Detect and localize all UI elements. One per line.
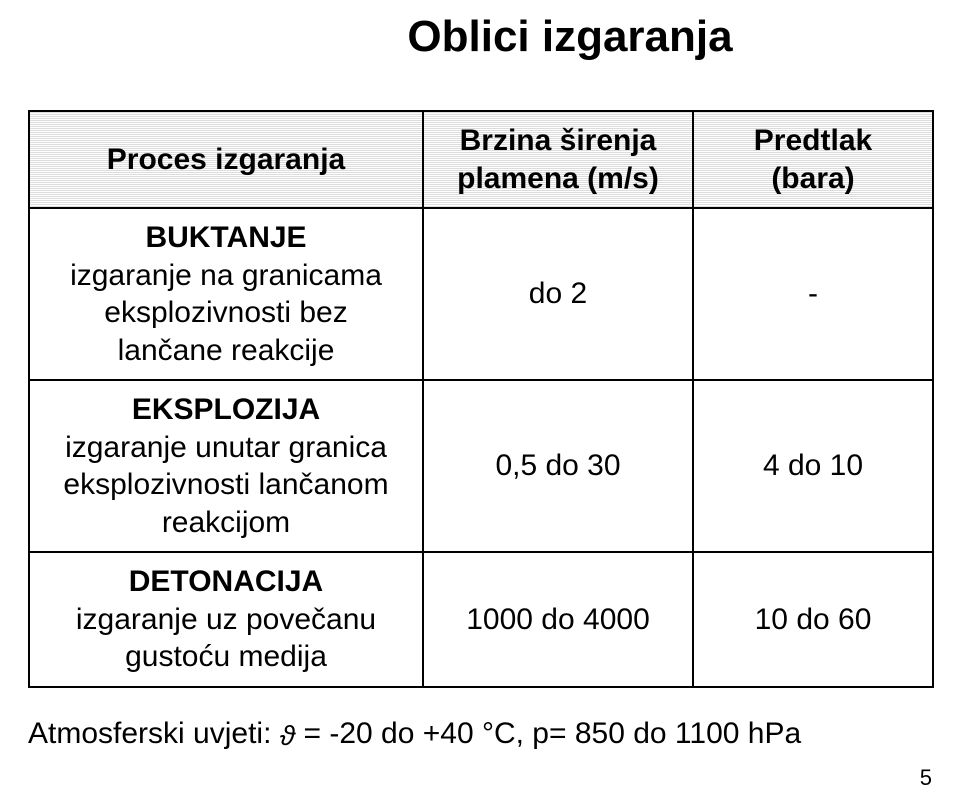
footer-values: = -20 do +40 °C, p= 850 do 1100 hPa: [303, 717, 801, 750]
row-process-desc-l2: eksplozivnosti lančanom: [63, 468, 388, 501]
col-header-process: Proces izgaranja: [29, 111, 423, 208]
row-speed: 1000 do 4000: [423, 552, 693, 687]
table-head: Proces izgaranja Brzina širenja plamena …: [29, 111, 933, 208]
row-process-desc-l3: lančane reakcije: [118, 334, 335, 367]
row-process-title: BUKTANJE: [38, 219, 414, 257]
row-speed: 0,5 do 30: [423, 380, 693, 552]
col-header-pressure-l2: (bara): [771, 162, 854, 195]
table-row: DETONACIJA izgaranje uz povečanu gustoću…: [29, 552, 933, 687]
row-speed: do 2: [423, 208, 693, 380]
slide: Oblici izgaranja Proces izgaranja Brzina…: [0, 0, 960, 807]
col-header-speed-l2: plamena (m/s): [457, 162, 659, 195]
col-header-pressure-l1: Predtlak: [754, 124, 872, 157]
theta-symbol: ϑ: [280, 720, 295, 751]
row-process-title: EKSPLOZIJA: [38, 391, 414, 429]
table-row: BUKTANJE izgaranje na granicama eksplozi…: [29, 208, 933, 380]
row-pressure: 4 do 10: [693, 380, 933, 552]
row-process-desc-l1: izgaranje unutar granica: [65, 431, 387, 464]
table-body: BUKTANJE izgaranje na granicama eksplozi…: [29, 208, 933, 687]
row-process-desc-l1: izgaranje na granicama: [70, 259, 382, 292]
row-pressure: 10 do 60: [693, 552, 933, 687]
row-pressure: -: [693, 208, 933, 380]
col-header-speed: Brzina širenja plamena (m/s): [423, 111, 693, 208]
row-process: DETONACIJA izgaranje uz povečanu gustoću…: [29, 552, 423, 687]
row-process-title: DETONACIJA: [38, 563, 414, 601]
row-process-desc-l2: gustoću medija: [125, 640, 327, 673]
row-process-desc-l2: eksplozivnosti bez: [104, 296, 347, 329]
slide-title-wrap: Oblici izgaranja: [0, 12, 960, 62]
col-header-pressure: Predtlak (bara): [693, 111, 933, 208]
row-process-desc-l1: izgaranje uz povečanu: [76, 603, 376, 636]
slide-title: Oblici izgaranja: [227, 12, 732, 62]
slide-number: 5: [920, 765, 932, 791]
row-process: BUKTANJE izgaranje na granicama eksplozi…: [29, 208, 423, 380]
row-process: EKSPLOZIJA izgaranje unutar granica eksp…: [29, 380, 423, 552]
footer-conditions: Atmosferski uvjeti: ϑ = -20 do +40 °C, p…: [28, 717, 932, 751]
combustion-table-wrap: Proces izgaranja Brzina širenja plamena …: [28, 110, 932, 688]
col-header-speed-l1: Brzina širenja: [460, 124, 657, 157]
footer-prefix: Atmosferski uvjeti:: [28, 717, 280, 750]
combustion-table: Proces izgaranja Brzina širenja plamena …: [28, 110, 934, 688]
table-row: EKSPLOZIJA izgaranje unutar granica eksp…: [29, 380, 933, 552]
row-process-desc-l3: reakcijom: [162, 506, 290, 539]
table-header-row: Proces izgaranja Brzina širenja plamena …: [29, 111, 933, 208]
